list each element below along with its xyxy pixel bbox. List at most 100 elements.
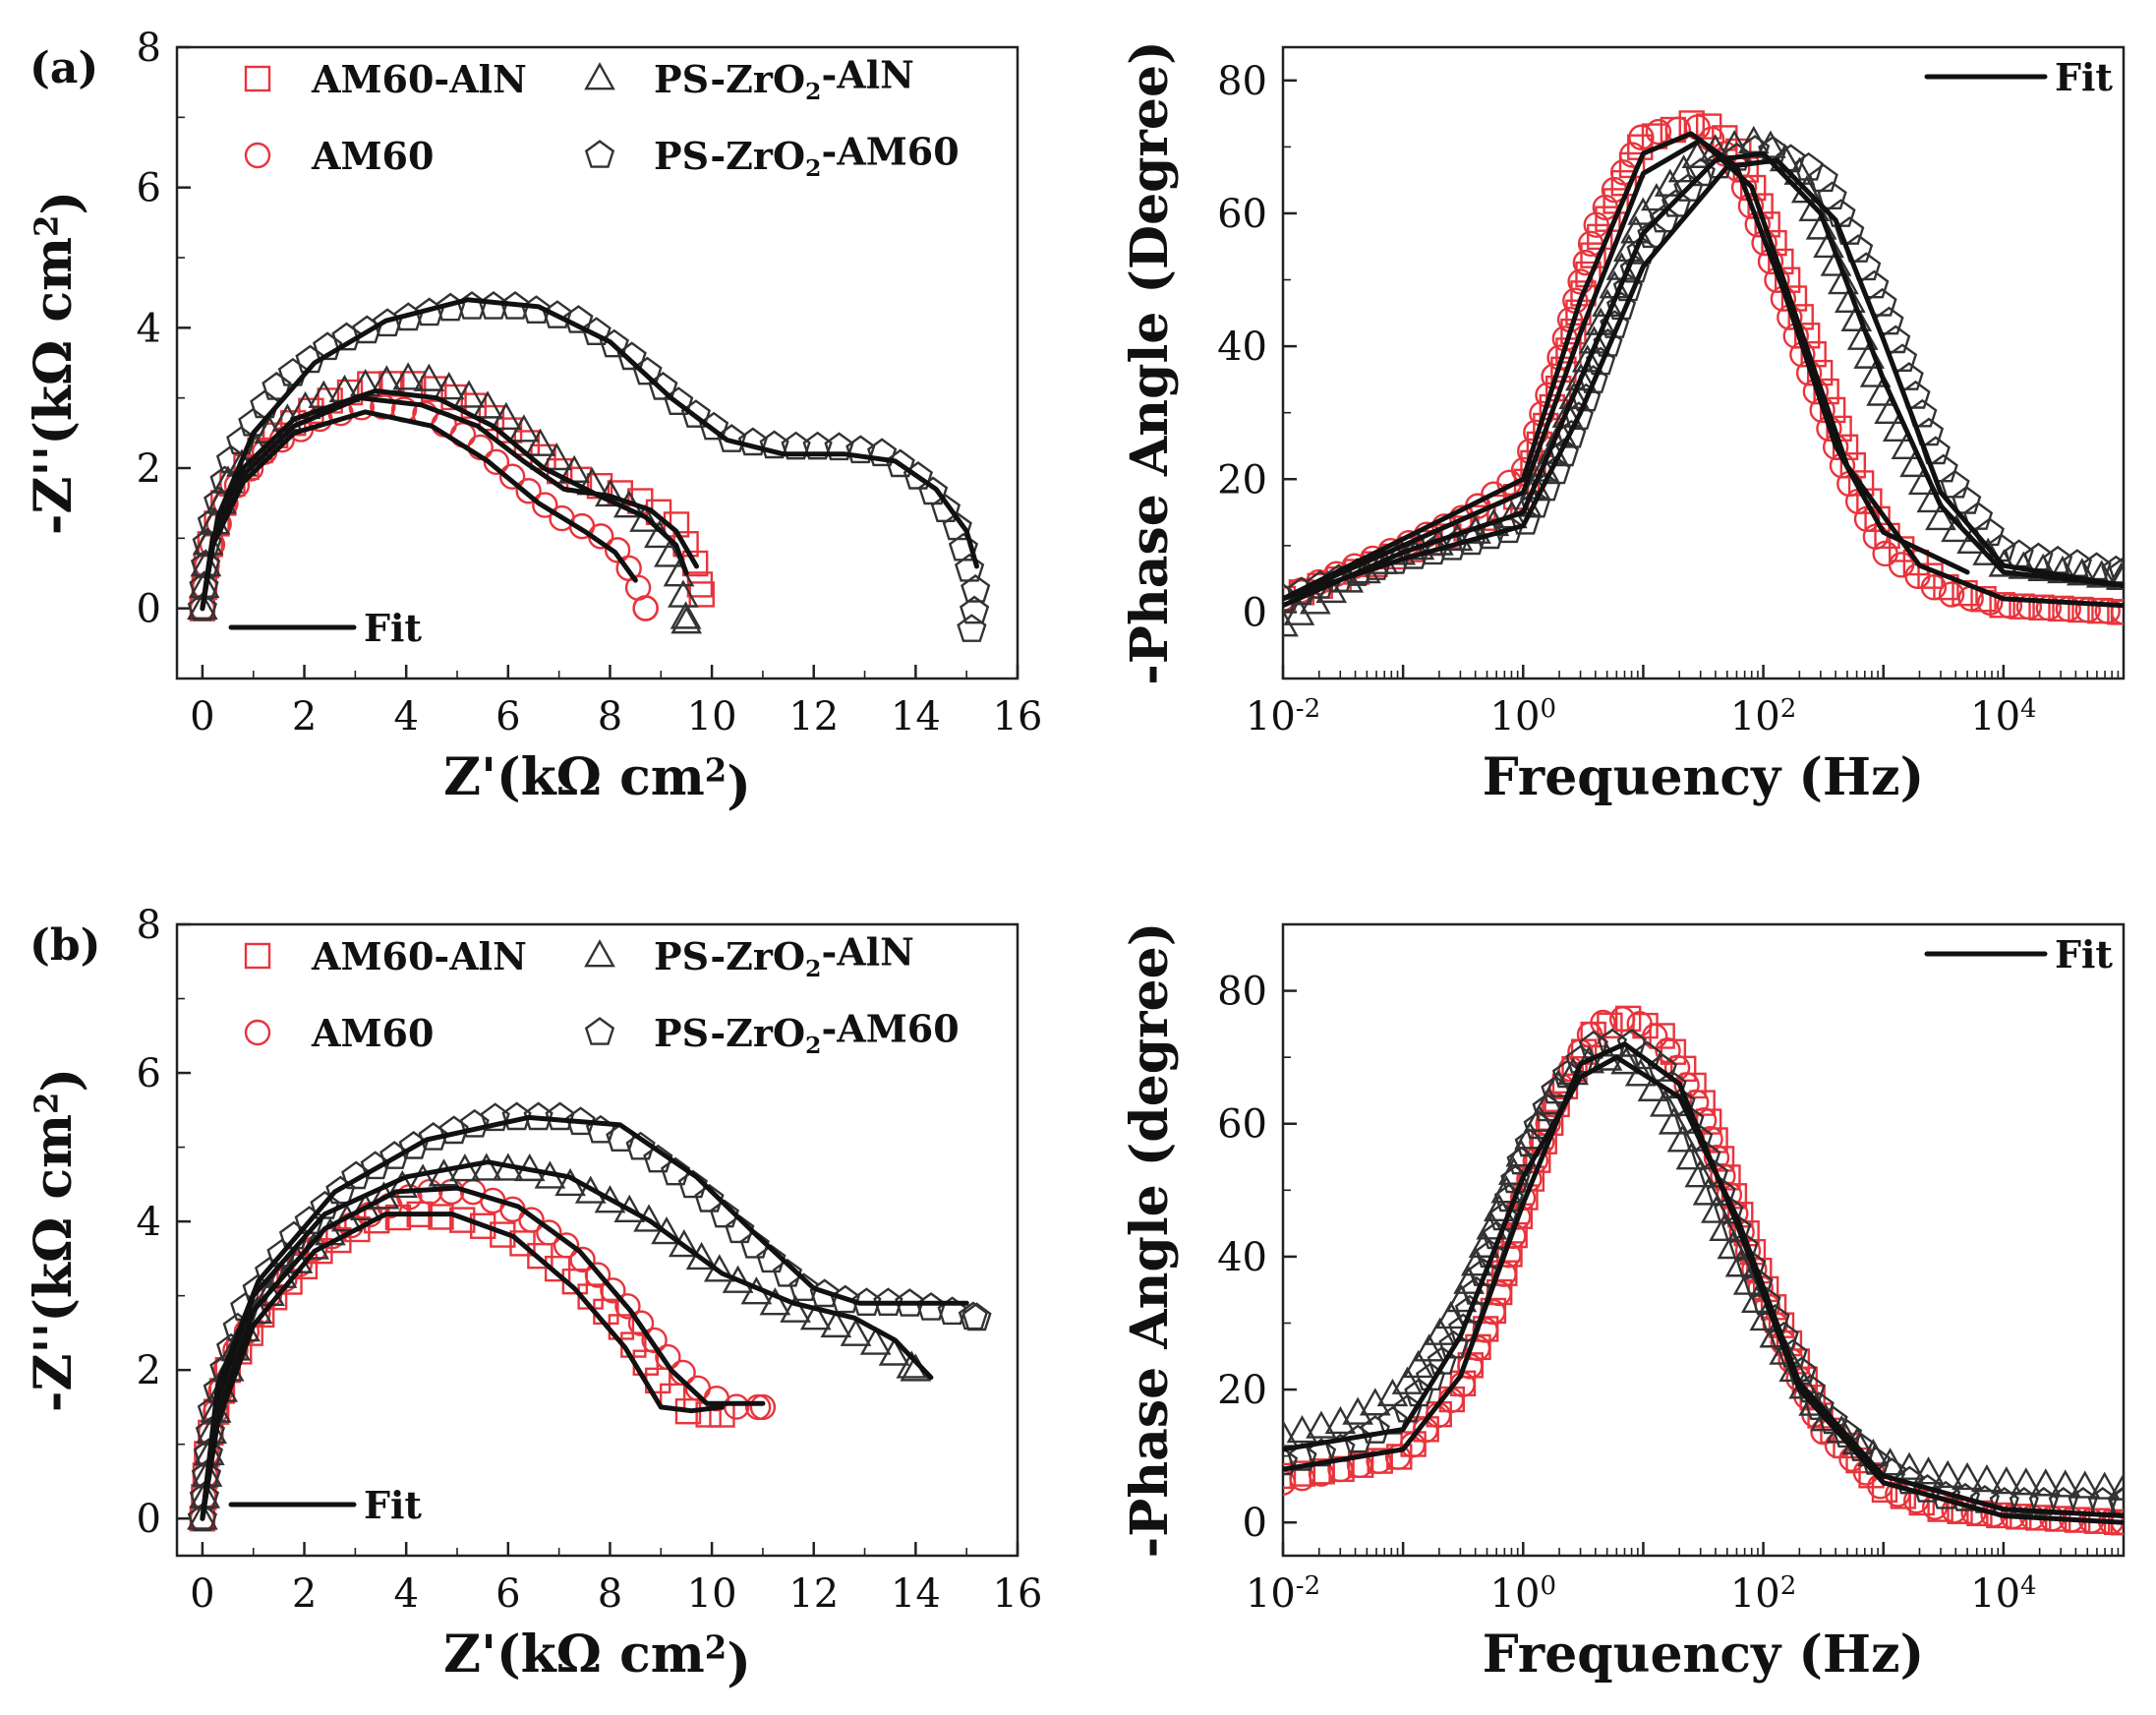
data-point — [1735, 1250, 1767, 1279]
data-point — [469, 1212, 496, 1239]
data-point — [632, 356, 663, 385]
y-tick-label: 0 — [137, 1497, 161, 1542]
data-point — [1698, 1158, 1729, 1188]
data-point — [641, 1327, 668, 1354]
data-point — [1427, 1346, 1457, 1375]
data-point — [1453, 1266, 1485, 1294]
data-point — [961, 574, 991, 603]
data-point — [1460, 1248, 1492, 1276]
data-point — [845, 435, 876, 464]
legend-label: AM60 — [311, 1011, 434, 1055]
data-point — [2028, 1487, 2059, 1515]
data-point — [1287, 1443, 1317, 1471]
legend-fit-label: Fit — [2055, 55, 2113, 99]
y-axis-label: -Phase Angle (Degree) — [1120, 40, 1180, 684]
fit-line — [200, 388, 689, 612]
legend-marker — [244, 1019, 271, 1046]
series-ps-zro2-am60 — [1283, 1028, 2124, 1515]
data-point — [1851, 252, 1882, 281]
data-point — [957, 614, 987, 642]
data-point — [878, 1337, 910, 1366]
data-point — [515, 478, 542, 504]
data-point — [262, 372, 292, 400]
data-point — [677, 1169, 709, 1199]
x-tick-label: 14 — [891, 1571, 941, 1617]
data-point — [629, 503, 661, 532]
data-point — [1661, 188, 1692, 217]
y-tick-label: 80 — [1217, 59, 1267, 104]
data-point — [1541, 1075, 1571, 1104]
data-point — [604, 537, 631, 563]
data-point — [1567, 268, 1594, 295]
data-point — [428, 1204, 454, 1230]
data-point — [627, 1310, 655, 1336]
legend-label: PS-ZrO2-AlN — [654, 930, 914, 982]
fit-line — [200, 1114, 969, 1521]
data-point — [756, 1244, 787, 1273]
data-point — [1826, 199, 1856, 227]
y-tick-label: 0 — [1243, 590, 1267, 635]
y-tick-label: 0 — [1243, 1501, 1267, 1546]
data-point — [379, 371, 405, 397]
data-point — [1346, 1451, 1373, 1479]
x-axis-label: Z'(kΩ cm2) — [443, 1625, 751, 1692]
x-tick-label: 4 — [393, 694, 418, 739]
data-point — [453, 380, 485, 408]
x-tick-label: 100 — [1490, 1571, 1556, 1617]
y-tick-label: 60 — [1217, 192, 1267, 237]
data-point — [310, 1190, 340, 1219]
data-point — [723, 1393, 750, 1420]
data-point — [1805, 211, 1837, 240]
data-point — [2009, 593, 2035, 620]
data-point — [1730, 174, 1758, 201]
data-point — [1616, 1028, 1647, 1057]
data-point — [772, 1258, 803, 1287]
x-tick-label: 10-2 — [1246, 694, 1320, 739]
legend-marker — [584, 62, 615, 90]
data-point — [1691, 1141, 1721, 1170]
data-point — [1840, 303, 1873, 331]
data-point — [1739, 174, 1767, 202]
y-axis-label: -Z''(kΩ cm2) — [24, 1068, 91, 1412]
data-point — [1717, 1230, 1749, 1260]
data-point — [1920, 573, 1948, 601]
data-point — [1977, 589, 2004, 616]
data-point — [625, 1131, 656, 1160]
y-tick-label: 40 — [1217, 1235, 1267, 1280]
data-point — [1642, 1023, 1668, 1049]
legend-marker — [584, 140, 615, 168]
data-point — [325, 1175, 356, 1205]
data-point — [1399, 1432, 1427, 1458]
legend-marker — [244, 65, 271, 92]
data-point — [1649, 1089, 1681, 1117]
series-am60 — [189, 1178, 777, 1532]
data-point — [438, 1178, 465, 1206]
x-tick-label: 6 — [495, 1571, 520, 1617]
legend-label: AM60-AlN — [311, 57, 527, 101]
data-point — [895, 1288, 925, 1317]
data-point — [788, 1272, 819, 1302]
plot-frame — [1281, 922, 2126, 1558]
data-point — [1990, 1465, 2022, 1495]
data-point — [2055, 596, 2082, 622]
panel-label: (b) — [29, 920, 100, 971]
data-point — [1592, 194, 1619, 221]
data-point — [2108, 562, 2124, 591]
data-point — [1283, 1462, 1297, 1490]
data-point — [613, 1194, 646, 1223]
x-tick-label: 2 — [292, 1571, 317, 1617]
legend-fit-label: Fit — [364, 1483, 422, 1527]
data-point — [370, 393, 396, 420]
data-point — [2108, 1472, 2124, 1501]
data-point — [1628, 124, 1655, 150]
data-point — [2009, 1487, 2039, 1515]
data-point — [250, 389, 280, 419]
data-point — [2015, 593, 2043, 621]
legend-marker — [244, 142, 271, 169]
data-point — [1902, 549, 1930, 576]
data-point — [1721, 1213, 1752, 1243]
data-point — [480, 1102, 510, 1132]
plot-frame — [175, 45, 1020, 680]
data-point — [1645, 118, 1672, 146]
